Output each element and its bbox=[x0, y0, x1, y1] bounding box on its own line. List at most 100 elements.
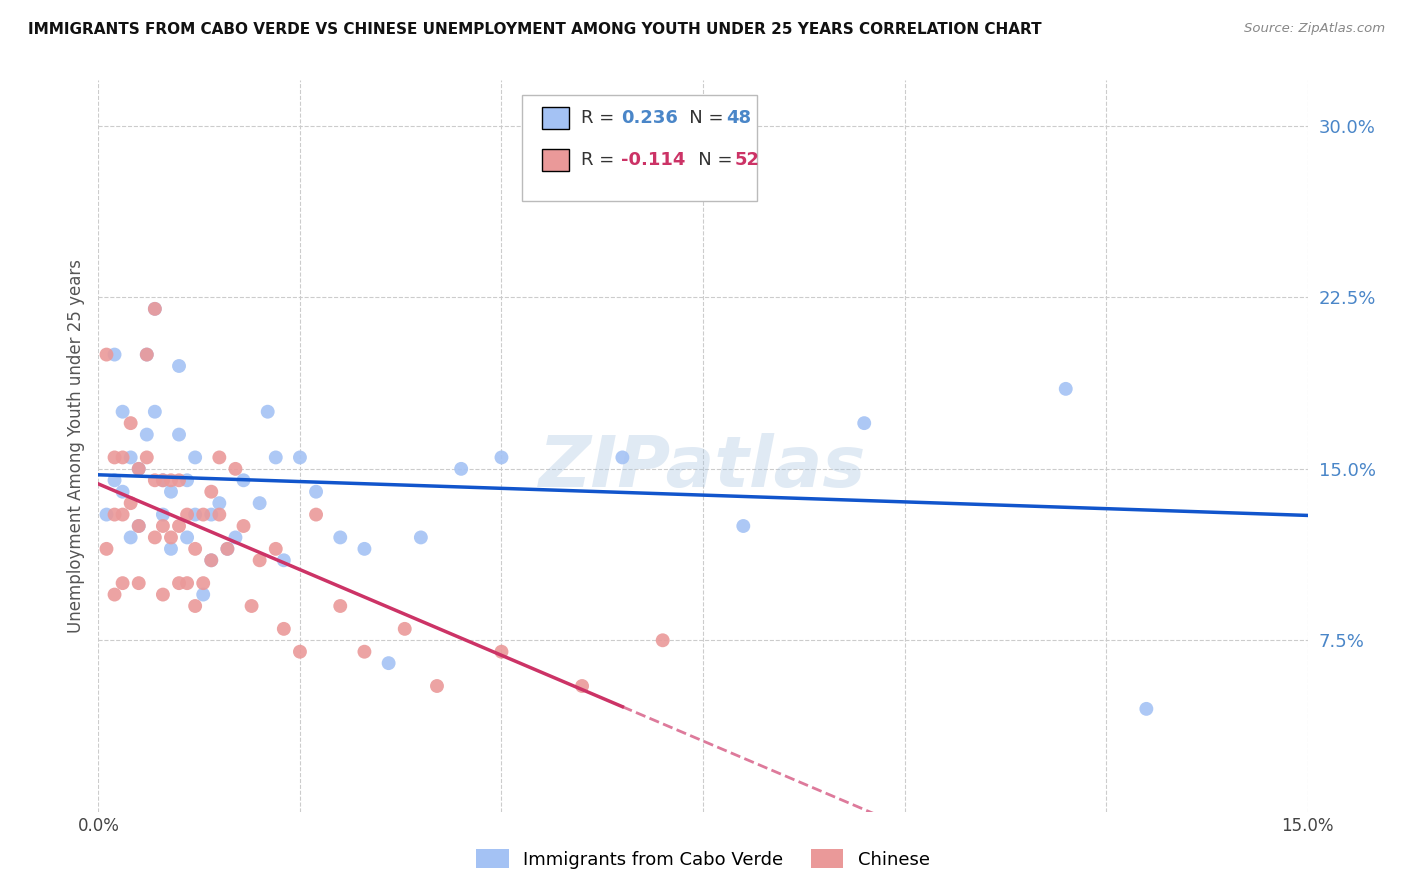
Text: N =: N = bbox=[672, 110, 728, 128]
Point bbox=[128, 519, 150, 533]
Point bbox=[426, 679, 449, 693]
Point bbox=[128, 576, 150, 591]
Point bbox=[120, 416, 142, 430]
Text: IMMIGRANTS FROM CABO VERDE VS CHINESE UNEMPLOYMENT AMONG YOUTH UNDER 25 YEARS CO: IMMIGRANTS FROM CABO VERDE VS CHINESE UN… bbox=[28, 22, 1042, 37]
Point bbox=[103, 588, 125, 602]
Point bbox=[160, 473, 183, 487]
Point bbox=[167, 473, 190, 487]
Point bbox=[135, 347, 157, 362]
FancyBboxPatch shape bbox=[543, 149, 569, 171]
Point bbox=[193, 508, 215, 522]
Point bbox=[111, 450, 134, 465]
Point bbox=[120, 530, 142, 544]
Point bbox=[249, 496, 271, 510]
Point bbox=[184, 541, 207, 556]
Point bbox=[143, 473, 166, 487]
Point bbox=[394, 622, 416, 636]
Point bbox=[111, 484, 134, 499]
Point bbox=[329, 599, 352, 613]
Point bbox=[232, 519, 254, 533]
Text: ZIPatlas: ZIPatlas bbox=[540, 434, 866, 502]
Point bbox=[152, 519, 174, 533]
Point bbox=[305, 484, 328, 499]
Point bbox=[160, 530, 183, 544]
Point bbox=[96, 508, 118, 522]
Point bbox=[103, 450, 125, 465]
Point bbox=[217, 541, 239, 556]
Point bbox=[249, 553, 271, 567]
Point bbox=[377, 656, 399, 670]
Point bbox=[176, 530, 198, 544]
Point bbox=[256, 405, 278, 419]
Point bbox=[1135, 702, 1157, 716]
Point bbox=[200, 484, 222, 499]
Point bbox=[135, 427, 157, 442]
Point bbox=[571, 679, 593, 693]
Point bbox=[167, 576, 190, 591]
Point bbox=[96, 541, 118, 556]
Point bbox=[853, 416, 876, 430]
Point bbox=[143, 301, 166, 316]
Text: -0.114: -0.114 bbox=[621, 152, 685, 169]
Point bbox=[273, 553, 295, 567]
Point bbox=[176, 508, 198, 522]
Point bbox=[167, 427, 190, 442]
Point bbox=[200, 508, 222, 522]
Point bbox=[111, 405, 134, 419]
Point bbox=[224, 530, 246, 544]
FancyBboxPatch shape bbox=[543, 107, 569, 129]
Point bbox=[160, 484, 183, 499]
Point bbox=[152, 473, 174, 487]
Point bbox=[208, 450, 231, 465]
Point bbox=[353, 645, 375, 659]
Point bbox=[273, 622, 295, 636]
Text: R =: R = bbox=[581, 110, 620, 128]
Point bbox=[143, 301, 166, 316]
Point bbox=[167, 519, 190, 533]
Point bbox=[491, 645, 513, 659]
Point bbox=[160, 541, 183, 556]
Point bbox=[167, 359, 190, 373]
Point bbox=[288, 645, 311, 659]
Point bbox=[103, 508, 125, 522]
Point bbox=[224, 462, 246, 476]
Text: R =: R = bbox=[581, 152, 620, 169]
Point bbox=[103, 473, 125, 487]
Point bbox=[651, 633, 673, 648]
Point bbox=[193, 576, 215, 591]
Point bbox=[152, 508, 174, 522]
Point bbox=[96, 347, 118, 362]
Point bbox=[120, 450, 142, 465]
Point bbox=[733, 519, 755, 533]
Point bbox=[409, 530, 432, 544]
Point bbox=[193, 588, 215, 602]
Point bbox=[152, 588, 174, 602]
Point bbox=[450, 462, 472, 476]
Point bbox=[305, 508, 328, 522]
Point bbox=[184, 508, 207, 522]
Point bbox=[152, 473, 174, 487]
Point bbox=[184, 599, 207, 613]
Point bbox=[200, 553, 222, 567]
Point bbox=[1054, 382, 1077, 396]
Point bbox=[491, 450, 513, 465]
Point bbox=[353, 541, 375, 556]
Text: 48: 48 bbox=[725, 110, 751, 128]
Point bbox=[264, 450, 287, 465]
Legend: Immigrants from Cabo Verde, Chinese: Immigrants from Cabo Verde, Chinese bbox=[470, 842, 936, 876]
Point bbox=[176, 473, 198, 487]
Point bbox=[143, 405, 166, 419]
Point bbox=[111, 576, 134, 591]
Point bbox=[120, 496, 142, 510]
Point bbox=[176, 576, 198, 591]
Point bbox=[208, 508, 231, 522]
Point bbox=[232, 473, 254, 487]
Point bbox=[240, 599, 263, 613]
Text: 0.236: 0.236 bbox=[621, 110, 678, 128]
Text: Source: ZipAtlas.com: Source: ZipAtlas.com bbox=[1244, 22, 1385, 36]
Y-axis label: Unemployment Among Youth under 25 years: Unemployment Among Youth under 25 years bbox=[66, 259, 84, 633]
Point bbox=[135, 347, 157, 362]
Point bbox=[128, 462, 150, 476]
Point bbox=[217, 541, 239, 556]
Text: 52: 52 bbox=[734, 152, 759, 169]
